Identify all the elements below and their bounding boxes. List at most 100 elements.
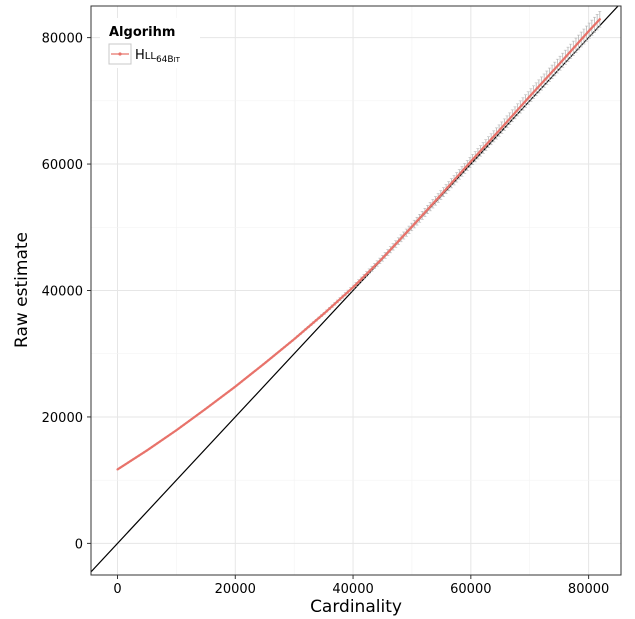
data-point xyxy=(434,199,437,202)
data-point xyxy=(352,285,355,289)
legend-key-point xyxy=(118,52,122,56)
data-point xyxy=(354,283,358,286)
data-point xyxy=(394,242,397,246)
data-point xyxy=(513,111,517,114)
data-point xyxy=(503,123,506,126)
data-point xyxy=(460,170,464,173)
data-point xyxy=(341,295,344,298)
data-point xyxy=(452,179,456,182)
legend: Algorihm HLL64BIT xyxy=(100,18,200,68)
data-point xyxy=(551,70,554,74)
ticks: 0 20000 40000 60000 80000 0 20000 40000 60000 800… xyxy=(42,32,610,597)
x-tick-label: 80000 xyxy=(568,582,609,597)
data-point xyxy=(217,398,220,401)
data-point xyxy=(402,234,405,237)
data-point xyxy=(307,325,310,329)
data-point xyxy=(246,375,249,379)
data-point xyxy=(296,335,299,338)
legend-title: Algorihm xyxy=(109,25,175,40)
data-point xyxy=(293,337,297,340)
data-point xyxy=(190,417,193,421)
data-point xyxy=(569,50,572,53)
data-point xyxy=(301,330,305,333)
data-point xyxy=(320,314,323,317)
data-point xyxy=(498,129,501,132)
data-point xyxy=(384,254,387,257)
data-point xyxy=(487,141,490,144)
y-tick-label: 60000 xyxy=(42,158,83,173)
x-axis-title: Cardinality xyxy=(310,597,402,617)
data-point xyxy=(596,21,599,24)
data-point xyxy=(312,321,315,324)
data-point xyxy=(466,164,469,167)
data-point xyxy=(344,293,347,296)
data-point xyxy=(264,361,267,364)
data-point xyxy=(585,32,588,35)
data-point xyxy=(177,427,180,430)
data-point xyxy=(378,259,381,262)
data-point xyxy=(203,408,207,411)
data-point xyxy=(580,38,583,41)
data-point xyxy=(476,152,479,155)
data-point xyxy=(357,280,360,283)
data-point xyxy=(556,64,559,68)
data-point xyxy=(458,173,461,176)
data-point xyxy=(495,132,498,135)
data-point xyxy=(127,461,130,464)
data-point xyxy=(280,348,283,351)
data-point xyxy=(187,419,191,423)
data-point xyxy=(174,429,177,432)
data-point xyxy=(365,272,368,276)
reference-line xyxy=(91,6,619,573)
data-point xyxy=(558,62,562,65)
data-point xyxy=(389,248,392,251)
data-point xyxy=(590,26,593,29)
data-point xyxy=(553,67,556,71)
data-point xyxy=(535,88,538,91)
data-point xyxy=(386,251,389,254)
data-point xyxy=(275,352,278,355)
data-point xyxy=(421,214,424,217)
data-point xyxy=(267,358,270,362)
data-point xyxy=(540,82,543,85)
data-point xyxy=(479,149,482,152)
x-tick-label: 40000 xyxy=(332,582,373,597)
data-point xyxy=(262,363,265,366)
data-point xyxy=(426,208,429,211)
data-point xyxy=(166,434,169,438)
data-point xyxy=(309,323,313,326)
data-point xyxy=(577,41,580,44)
data-point xyxy=(243,378,246,381)
data-point xyxy=(140,452,143,456)
data-point xyxy=(240,380,244,383)
y-tick-label: 40000 xyxy=(42,285,83,300)
y-tick-label: 80000 xyxy=(42,32,83,47)
data-point xyxy=(505,120,509,123)
data-point xyxy=(121,464,124,468)
data-point xyxy=(299,332,302,335)
data-point xyxy=(564,56,567,59)
data-point xyxy=(134,456,138,459)
data-point xyxy=(543,79,546,82)
data-point xyxy=(238,382,241,385)
data-point xyxy=(137,454,140,457)
data-point xyxy=(195,414,199,417)
data-point xyxy=(431,202,434,205)
data-point xyxy=(548,73,551,76)
legend-entry-label: HLL64BIT xyxy=(135,48,181,65)
data-point xyxy=(439,193,442,197)
data-point xyxy=(474,155,477,158)
data-point xyxy=(158,440,161,443)
data-point xyxy=(283,346,286,349)
data-point xyxy=(119,466,122,469)
data-point xyxy=(532,91,535,94)
data-point xyxy=(235,384,238,387)
data-point xyxy=(315,319,318,322)
data-point xyxy=(521,102,525,106)
data-point xyxy=(254,369,257,372)
data-point xyxy=(169,433,172,436)
data-point xyxy=(442,191,445,194)
data-point xyxy=(399,237,403,240)
data-point xyxy=(288,341,291,344)
data-point xyxy=(574,44,578,47)
